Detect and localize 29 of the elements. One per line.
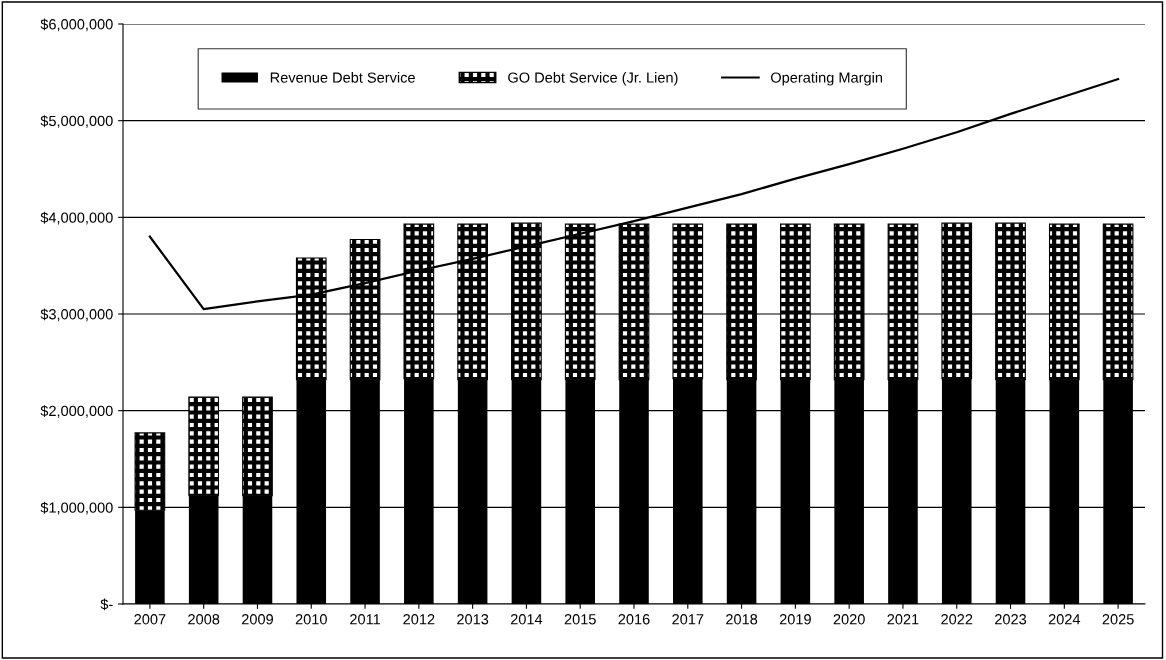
x-tick-label: 2014	[510, 614, 543, 625]
x-tick-label: 2019	[779, 614, 811, 625]
y-tick-label: $5,000,000	[40, 115, 113, 128]
x-tick-label: 2012	[403, 614, 435, 625]
x-tick-label: 2018	[726, 614, 758, 625]
x-tick-label: 2015	[564, 614, 596, 625]
x-tick-label: 2025	[1102, 614, 1134, 625]
legend-label: Operating Margin	[770, 72, 883, 86]
y-tick-label: $4,000,000	[40, 211, 113, 225]
x-tick-label: 2021	[887, 614, 919, 625]
x-tick-label: 2010	[295, 614, 327, 625]
x-tick-label: 2007	[134, 614, 166, 625]
y-tick-label: $2,000,000	[40, 405, 113, 418]
x-tick-label: 2020	[833, 614, 865, 625]
legend-label: Revenue Debt Service	[270, 72, 415, 83]
y-tick-label: $3,000,000	[40, 308, 113, 322]
x-tick-label: 2022	[941, 614, 973, 625]
legend-label: GO Debt Service (Jr. Lien)	[508, 72, 678, 86]
x-tick-label: 2023	[995, 614, 1027, 625]
x-tick-label: 2016	[618, 614, 650, 625]
x-tick-label: 2011	[350, 614, 381, 625]
x-tick-label: 2024	[1048, 614, 1081, 625]
x-tick-label: 2017	[672, 614, 704, 625]
x-tick-label: 2008	[188, 614, 220, 625]
x-tick-label: 2009	[241, 614, 274, 625]
x-tick-label: 2013	[457, 614, 489, 625]
y-tick-label: $6,000,000	[40, 18, 113, 32]
y-tick-label: $1,000,000	[40, 501, 113, 515]
y-tick-label: $-	[100, 598, 113, 611]
